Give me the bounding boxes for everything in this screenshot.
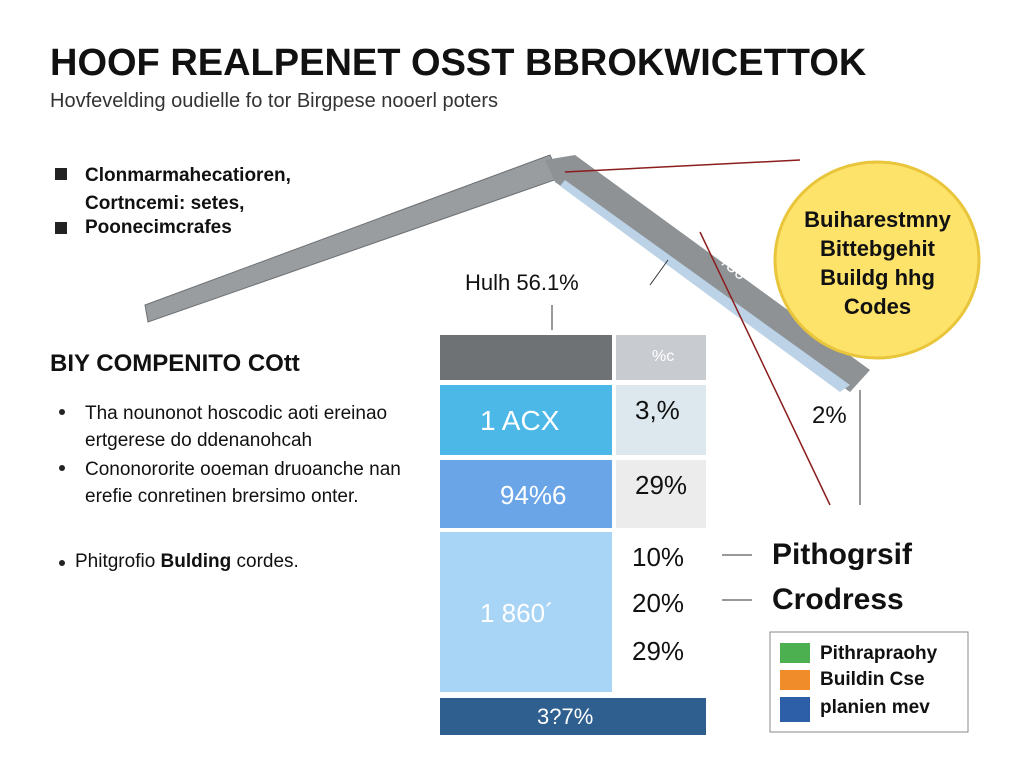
callout-text: Buiharestmny Bittebgehit Buildg hhg Code…	[790, 205, 965, 321]
callout-line: Buildg hhg	[820, 265, 935, 290]
table-cell-text: 10%	[632, 542, 685, 572]
legend-item: Clonmarmahecatioren, Cortncemi: setes,	[85, 165, 291, 214]
legend-icon	[780, 697, 810, 722]
section-heading: BIY COMPENITO COtt	[50, 350, 300, 377]
callout-line: Buiharestmny	[804, 207, 951, 232]
table-cell-text: 94%6	[500, 480, 567, 510]
bullet-text: cordes.	[231, 551, 299, 572]
callout-bubble	[773, 160, 981, 360]
legend-box-item: Buildin Cse	[820, 669, 925, 690]
bullet-dot	[59, 560, 65, 566]
legend-item: Poonecimcrafes	[85, 217, 232, 238]
bullet-text: Phitgrofio	[75, 551, 161, 572]
legend-icon	[780, 643, 810, 663]
table-header: %c	[652, 348, 675, 365]
table-footer-text: 3?7%	[537, 704, 594, 729]
bullet-bold: Bulding	[160, 551, 232, 572]
legend-right-item: Pithogrsif	[772, 538, 912, 571]
bullet: Cononororite ooeman druoanche nan erefie…	[85, 459, 401, 507]
table-cell-text: 29%	[635, 470, 688, 500]
table-cell	[440, 460, 612, 528]
arrow	[564, 159, 801, 173]
legend-box-item: planien mev	[820, 697, 930, 718]
legend-square	[55, 222, 67, 234]
bullet: Phitgrofio Bulding cordes.	[75, 551, 299, 573]
roof-right-label: 2%	[812, 402, 847, 429]
arrow	[699, 231, 831, 506]
title: HOOF REALPENET OSST BBROKWICETTOK	[50, 42, 867, 84]
bullet: Tha nounonot hoscodic aoti ereinao ertge…	[85, 403, 388, 451]
callout-line: Codes	[843, 294, 912, 319]
roof-label: Hulh 56.1%	[465, 270, 579, 295]
legend-square	[55, 168, 67, 180]
dim-line	[649, 259, 669, 286]
table-cell	[440, 532, 612, 692]
legend-box-item: Pithrapraohy	[820, 643, 938, 664]
roof-edge	[560, 180, 850, 392]
table-cell-text: 20%	[632, 588, 685, 618]
bullet-dot	[59, 409, 65, 415]
table-cell	[440, 385, 612, 455]
callout-line: Bittebgehit	[820, 236, 935, 261]
legend-icon	[780, 670, 810, 690]
table-cell	[440, 335, 612, 380]
table-cell-text: 29%	[632, 636, 685, 666]
table-footer	[440, 698, 706, 735]
table-cell-text: 1 ACX	[480, 405, 560, 436]
bullet-dot	[59, 465, 65, 471]
roof-right	[545, 155, 870, 392]
table-cell	[616, 385, 706, 455]
table-cell	[616, 460, 706, 528]
legend-right-item: Crodress	[772, 583, 904, 616]
table-cell-text: 3,%	[635, 395, 680, 425]
table-cell-text: 1 860´	[480, 598, 554, 628]
table-cell	[616, 335, 706, 380]
subtitle: Hovfevelding oudielle fo tor Birgpese no…	[50, 90, 499, 112]
